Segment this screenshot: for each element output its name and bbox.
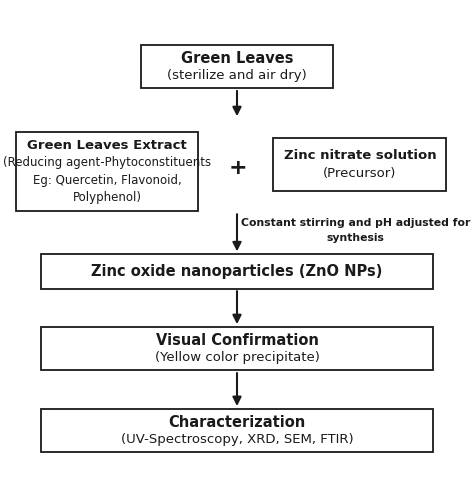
Text: Characterization: Characterization — [168, 415, 306, 430]
Text: synthesis: synthesis — [327, 233, 384, 243]
Text: Visual Confirmation: Visual Confirmation — [155, 333, 319, 348]
Text: (Yellow color precipitate): (Yellow color precipitate) — [155, 351, 319, 364]
Text: +: + — [229, 158, 248, 178]
Text: Zinc nitrate solution: Zinc nitrate solution — [283, 149, 436, 162]
Text: (Reducing agent-Phytoconstituents: (Reducing agent-Phytoconstituents — [3, 156, 211, 169]
Text: Polyphenol): Polyphenol) — [73, 191, 142, 204]
FancyBboxPatch shape — [16, 132, 198, 211]
Text: Green Leaves: Green Leaves — [181, 51, 293, 66]
FancyBboxPatch shape — [141, 45, 333, 88]
Text: Green Leaves Extract: Green Leaves Extract — [27, 139, 187, 152]
FancyBboxPatch shape — [41, 409, 433, 452]
Text: Eg: Quercetin, Flavonoid,: Eg: Quercetin, Flavonoid, — [33, 173, 182, 186]
Text: (Precursor): (Precursor) — [323, 167, 397, 180]
Text: Constant stirring and pH adjusted for: Constant stirring and pH adjusted for — [241, 218, 470, 228]
Text: (UV-Spectroscopy, XRD, SEM, FTIR): (UV-Spectroscopy, XRD, SEM, FTIR) — [121, 433, 353, 446]
FancyBboxPatch shape — [41, 327, 433, 370]
Text: Zinc oxide nanoparticles (ZnO NPs): Zinc oxide nanoparticles (ZnO NPs) — [91, 264, 383, 279]
FancyBboxPatch shape — [273, 138, 447, 191]
FancyBboxPatch shape — [41, 254, 433, 288]
Text: (sterilize and air dry): (sterilize and air dry) — [167, 69, 307, 82]
